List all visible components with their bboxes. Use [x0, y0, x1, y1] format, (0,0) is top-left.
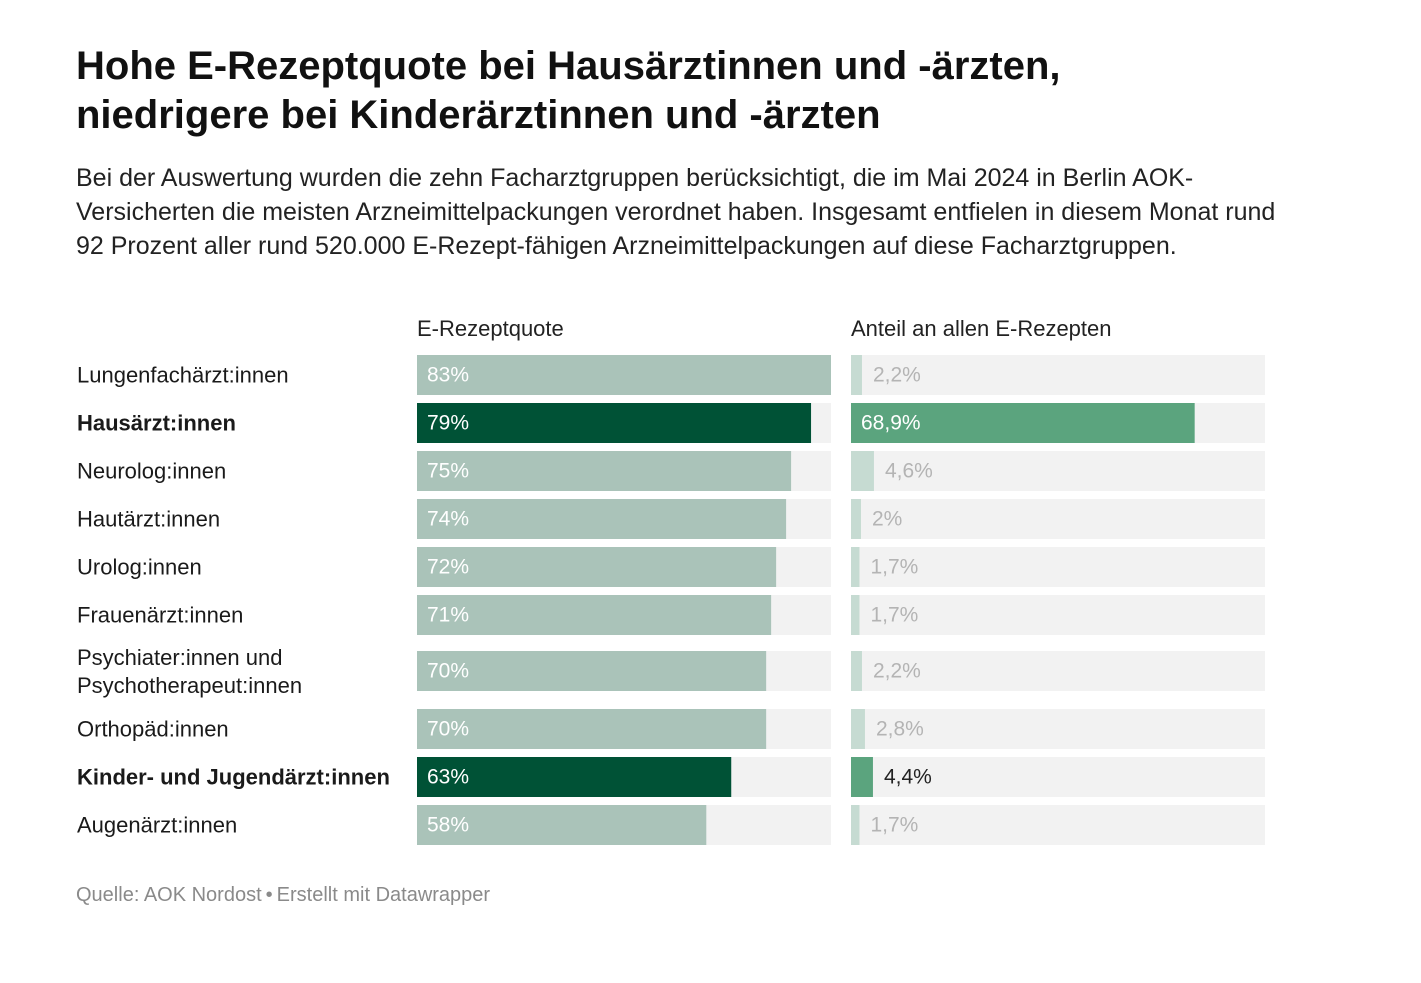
quote-bar: [417, 355, 831, 395]
source-label: Quelle: AOK Nordost: [76, 884, 262, 906]
category-label-line: Psychotherapeut:innen: [77, 673, 302, 698]
share-value-label: 1,7%: [870, 556, 918, 579]
share-value-label: 2,8%: [876, 718, 924, 741]
share-bar: [851, 499, 861, 539]
share-bar: [851, 805, 860, 845]
share-bar: [851, 451, 874, 491]
quote-bar: [417, 651, 767, 691]
share-bar-track: [851, 757, 1265, 797]
quote-bar: [417, 709, 767, 749]
category-label: Neurolog:innen: [77, 459, 226, 484]
quote-value-label: 70%: [427, 718, 469, 741]
category-label-line: Psychiater:innen und: [77, 645, 282, 670]
quote-bar: [417, 403, 812, 443]
share-value-label: 1,7%: [870, 604, 918, 627]
category-label: Augenärzt:innen: [77, 813, 237, 838]
source-line: Quelle: AOK Nordost • Erstellt mit Datawra…: [76, 884, 490, 907]
share-value-label: 4,6%: [885, 460, 933, 483]
quote-bar: [417, 499, 787, 539]
quote-bar: [417, 757, 732, 797]
share-bar: [851, 709, 865, 749]
quote-value-label: 74%: [427, 508, 469, 531]
category-label: Kinder- und Jugendärzt:innen: [77, 765, 390, 790]
category-label: Lungenfachärzt:innen: [77, 363, 289, 388]
quote-value-label: 63%: [427, 766, 469, 789]
share-bar: [851, 757, 873, 797]
share-value-label: 2,2%: [873, 364, 921, 387]
category-label: Orthopäd:innen: [77, 717, 229, 742]
share-value-label: 68,9%: [861, 412, 921, 435]
quote-bar: [417, 805, 707, 845]
chart-title-line-1: Hohe E-Rezeptquote bei Hausärztinnen und…: [76, 44, 1061, 88]
credit-label: Erstellt mit Datawrapper: [276, 884, 491, 906]
quote-value-label: 75%: [427, 460, 469, 483]
category-label: Frauenärzt:innen: [77, 603, 243, 628]
share-bar-track: [851, 355, 1265, 395]
share-value-label: 4,4%: [884, 766, 932, 789]
quote-value-label: 72%: [427, 556, 469, 579]
share-bar: [851, 595, 860, 635]
share-value-label: 1,7%: [870, 814, 918, 837]
quote-bar: [417, 595, 772, 635]
share-bar-track: [851, 651, 1265, 691]
share-value-label: 2,2%: [873, 660, 921, 683]
quote-value-label: 79%: [427, 412, 469, 435]
share-bar-track: [851, 451, 1265, 491]
chart-title-line-2: niedrigere bei Kinderärztinnen und -ärzt…: [76, 93, 881, 137]
chart-subtitle: Bei der Auswertung wurden die zehn Facha…: [76, 164, 1276, 260]
quote-value-label: 58%: [427, 814, 469, 837]
category-label: Psychiater:innen und Psychotherapeut:inne…: [77, 645, 302, 698]
source-separator: •: [265, 884, 273, 906]
chart-title: Hohe E-Rezeptquote bei Hausärztinnen und…: [76, 42, 1276, 140]
quote-bar: [417, 547, 777, 587]
quote-value-label: 70%: [427, 660, 469, 683]
category-label: Hautärzt:innen: [77, 507, 220, 532]
quote-bar: [417, 451, 792, 491]
column-header-share: Anteil an allen E-Rezepten: [851, 316, 1112, 341]
quote-value-label: 83%: [427, 364, 469, 387]
share-bar: [851, 355, 862, 395]
share-bar-track: [851, 547, 1265, 587]
share-bar-track: [851, 499, 1265, 539]
share-bar-track: [851, 595, 1265, 635]
share-bar-track: [851, 805, 1265, 845]
share-bar-track: [851, 709, 1265, 749]
share-bar: [851, 403, 1195, 443]
category-label: Urolog:innen: [77, 555, 202, 580]
share-bar: [851, 651, 862, 691]
quote-value-label: 71%: [427, 604, 469, 627]
category-label: Hausärzt:innen: [77, 411, 236, 436]
share-bar: [851, 547, 860, 587]
share-value-label: 2%: [872, 508, 902, 531]
column-header-quote: E-Rezeptquote: [417, 316, 564, 341]
